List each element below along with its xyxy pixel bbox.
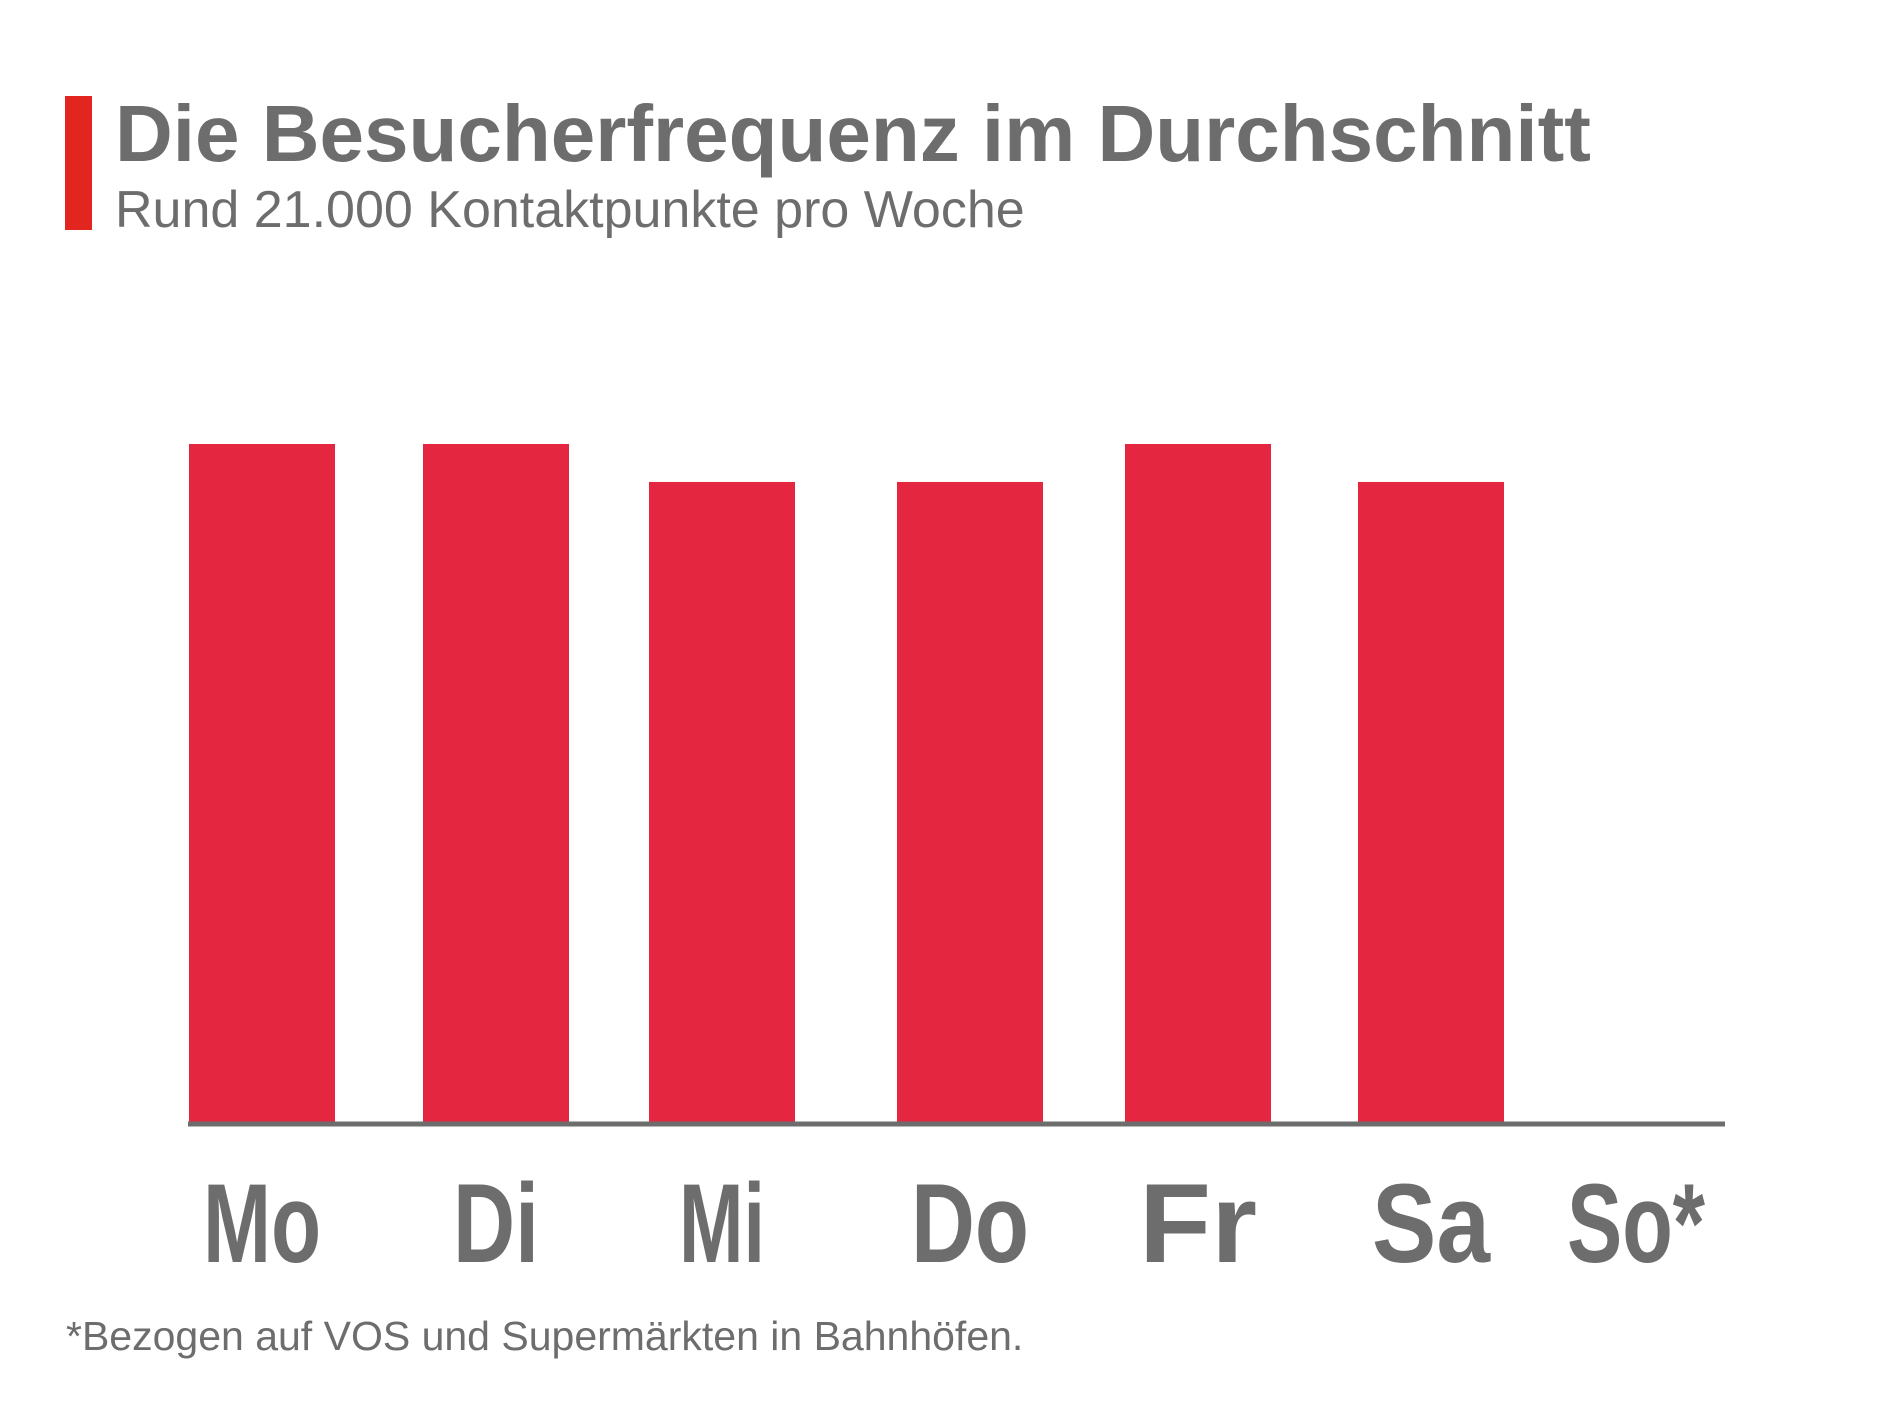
bar-fr [1125, 444, 1271, 1122]
x-tick-label-mi: Mi [679, 1161, 765, 1286]
footnote: *Bezogen auf VOS und Supermärkten in Bah… [66, 1313, 1024, 1359]
bar-di [423, 444, 569, 1122]
x-tick-label-di: Di [453, 1161, 539, 1286]
chart-title: Die Besucherfrequenz im Durchschnitt [115, 89, 1591, 178]
bar-do [897, 481, 1043, 1122]
x-tick-label-do: Do [911, 1161, 1029, 1286]
bar-mo [189, 444, 335, 1122]
bars-group [189, 444, 1504, 1122]
bar-sa [1358, 481, 1504, 1122]
x-tick-labels: Mo Di Mi Do Fr Sa So* [203, 1161, 1705, 1286]
x-tick-label-so: So* [1567, 1161, 1705, 1286]
x-tick-label-mo: Mo [203, 1161, 321, 1286]
x-tick-label-sa: Sa [1372, 1161, 1491, 1286]
accent-bar [65, 96, 92, 230]
bar-mi [649, 481, 795, 1122]
x-tick-label-fr: Fr [1139, 1161, 1257, 1286]
chart-subtitle: Rund 21.000 Kontaktpunkte pro Woche [115, 181, 1025, 239]
